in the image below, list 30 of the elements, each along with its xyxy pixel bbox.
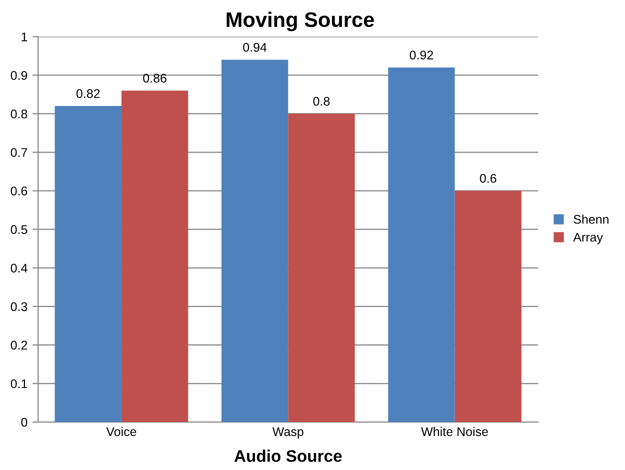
data-label: 0.94 xyxy=(243,42,267,52)
y-tick-label: 0 xyxy=(21,418,28,427)
x-tick-label: Voice xyxy=(106,426,136,436)
chart-title: Moving Source xyxy=(226,12,374,32)
y-tick-label: 0.5 xyxy=(10,225,28,234)
data-label: 0.92 xyxy=(410,50,433,60)
y-tick-label: 1 xyxy=(22,32,28,42)
bar xyxy=(221,60,288,422)
legend-label: Array xyxy=(573,232,603,244)
data-label: 0.6 xyxy=(480,174,496,183)
y-tick-label: 0.1 xyxy=(10,379,28,388)
y-tick-label: 0.2 xyxy=(10,340,28,350)
y-tick-label: 0.3 xyxy=(10,302,28,312)
y-tick-label: 0.6 xyxy=(10,186,28,196)
bar xyxy=(54,106,122,422)
bar xyxy=(121,90,188,422)
x-tick-label: White Noise xyxy=(421,426,488,436)
x-tick-label: Wasp xyxy=(272,427,304,439)
bar xyxy=(454,190,522,422)
legend-label: Shenn xyxy=(574,214,608,224)
bar xyxy=(388,67,455,422)
bar xyxy=(288,114,355,422)
data-label: 0.86 xyxy=(143,74,166,83)
data-label: 0.82 xyxy=(76,89,100,98)
y-tick-label: 0.4 xyxy=(10,264,28,273)
y-tick-label: 0.7 xyxy=(10,148,28,157)
y-tick-label: 0.8 xyxy=(10,110,28,118)
data-label: 0.8 xyxy=(313,96,330,106)
x-axis-title: Audio Source xyxy=(234,450,342,462)
y-tick-label: 0.9 xyxy=(10,71,28,80)
